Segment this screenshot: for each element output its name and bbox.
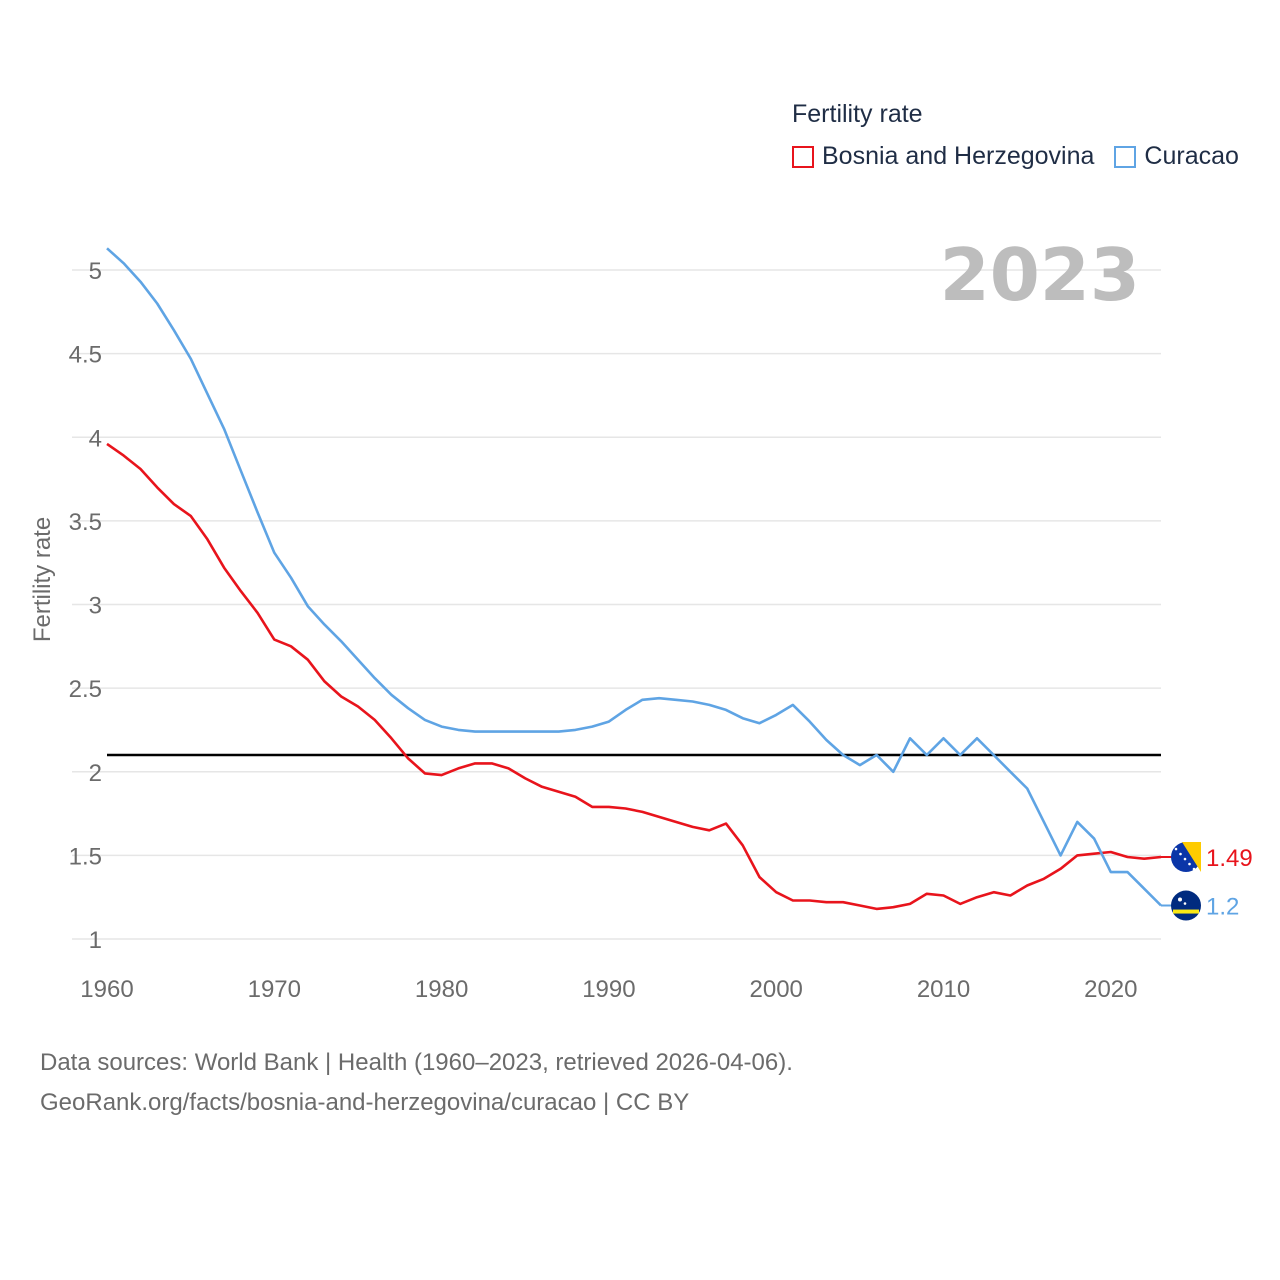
series-lines — [106, 247, 1162, 911]
x-tick-label-2000: 2000 — [750, 976, 803, 1003]
series-line-curacao — [106, 247, 1162, 907]
y-axis-label: Fertility rate — [29, 517, 56, 642]
legend-label-bosnia: Bosnia and Herzegovina — [822, 142, 1095, 170]
x-tick-label-1980: 1980 — [415, 976, 468, 1003]
flag-star-curacao — [1178, 897, 1182, 902]
legend-label-curacao: Curacao — [1144, 142, 1239, 170]
x-tick-label-1970: 1970 — [248, 976, 301, 1003]
grid-lines — [72, 269, 1161, 940]
y-tick-label-1.5: 1.5 — [69, 843, 102, 870]
y-tick-label-4.5: 4.5 — [69, 342, 102, 369]
x-tick-label-2020: 2020 — [1084, 976, 1137, 1003]
flag-star-curacao — [1183, 902, 1187, 905]
source-note: Data sources: World Bank | Health (1960–… — [40, 1043, 793, 1123]
legend-swatch-bosnia — [792, 145, 814, 168]
flag-bosnia-and-herzegovina-icon — [1171, 842, 1201, 873]
flag-star-bosnia — [1188, 862, 1191, 866]
flag-star-bosnia — [1179, 852, 1182, 856]
flag-star-bosnia — [1192, 867, 1196, 871]
legend: Bosnia and Herzegovina Curacao — [792, 142, 1259, 171]
end-label-curacao: 1.2 — [1206, 894, 1239, 921]
y-tick-label-3.5: 3.5 — [69, 509, 102, 536]
legend-item-bosnia[interactable]: Bosnia and Herzegovina — [792, 142, 1094, 171]
x-axis-ticks: 1960 1970 1980 1990 2000 2010 2020 — [80, 976, 1137, 1003]
legend-swatch-curacao — [1114, 145, 1137, 168]
flag-circle-curacao — [1171, 890, 1201, 921]
year-label: 2023 — [940, 233, 1140, 317]
y-tick-label-5: 5 — [89, 258, 102, 285]
series-line-bosnia-and-herzegovina — [106, 442, 1162, 911]
end-markers: 1.49 1.2 — [1161, 842, 1253, 921]
flag-curacao-icon — [1171, 890, 1201, 921]
y-tick-label-2.5: 2.5 — [69, 676, 102, 703]
legend-item-curacao[interactable]: Curacao — [1114, 142, 1239, 171]
y-tick-label-4: 4 — [89, 425, 102, 452]
flag-stripe-curacao — [1173, 909, 1199, 914]
end-label-bosnia-and-herzegovina: 1.49 — [1206, 845, 1253, 872]
flag-star-bosnia — [1174, 847, 1178, 851]
x-tick-label-2010: 2010 — [917, 976, 970, 1003]
y-axis-ticks: 1 1.5 2 2.5 3 3.5 4 4.5 5 — [69, 258, 102, 954]
x-tick-label-1960: 1960 — [80, 976, 133, 1003]
legend-title: Fertility rate — [792, 100, 923, 128]
source-line-1: Data sources: World Bank | Health (1960–… — [40, 1049, 793, 1076]
source-line-2: GeoRank.org/facts/bosnia-and-herzegovina… — [40, 1089, 690, 1116]
y-tick-label-1: 1 — [89, 927, 102, 954]
flag-star-bosnia — [1183, 857, 1187, 861]
x-tick-label-1990: 1990 — [582, 976, 635, 1003]
y-tick-label-2: 2 — [89, 760, 102, 787]
flag-triangle-bosnia — [1182, 842, 1201, 873]
y-tick-label-3: 3 — [89, 593, 102, 620]
